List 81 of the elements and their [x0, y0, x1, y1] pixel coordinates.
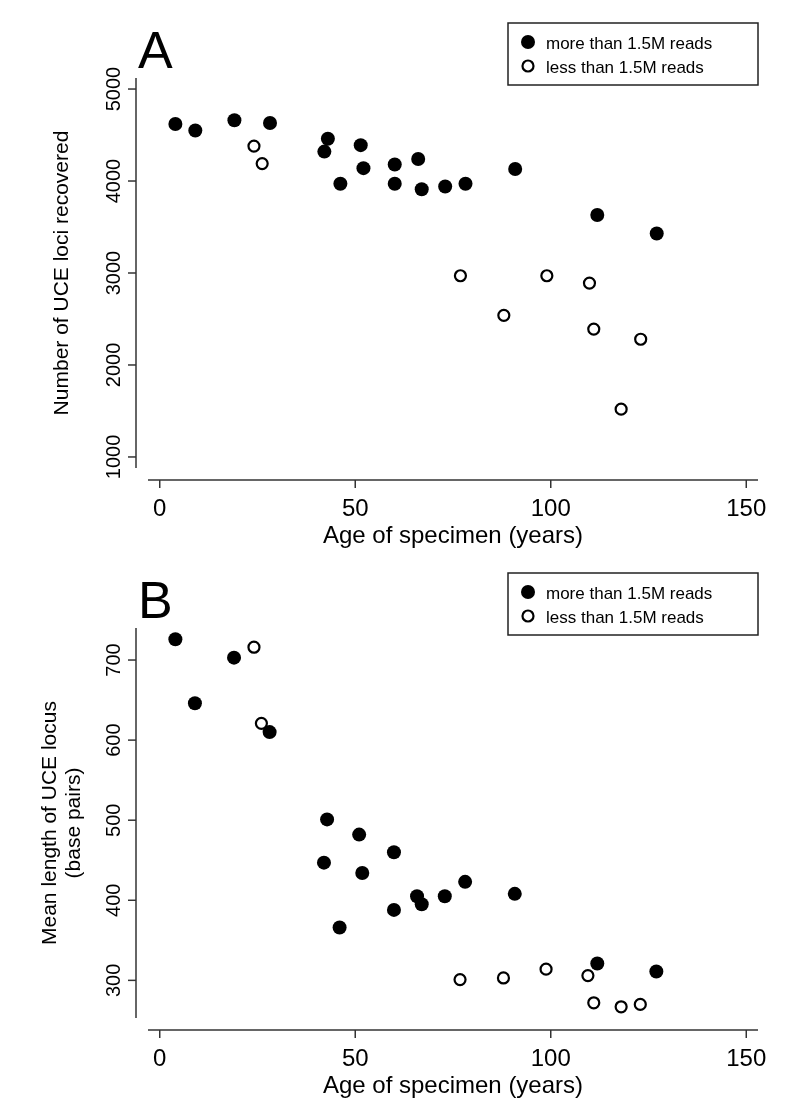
y-tick-label: 5000 — [102, 66, 124, 112]
point — [387, 157, 402, 172]
x-tick-label: 50 — [341, 1044, 369, 1071]
y-tick-label: 500 — [102, 803, 124, 837]
point — [587, 996, 601, 1010]
point — [262, 725, 277, 740]
point — [333, 176, 348, 191]
point — [649, 964, 664, 979]
point — [352, 827, 367, 842]
y-tick-label: 300 — [102, 963, 124, 998]
point — [320, 812, 335, 827]
point — [590, 208, 605, 223]
point — [356, 161, 371, 176]
y-axis-title: Number of UCE loci recovered — [49, 130, 72, 416]
y-tick-label: 4000 — [102, 158, 124, 204]
point — [247, 640, 261, 654]
y-tick-label: 700 — [102, 643, 124, 677]
x-tick-label: 150 — [726, 494, 767, 521]
point — [387, 176, 402, 191]
point — [438, 179, 453, 194]
point — [614, 1000, 628, 1014]
point — [188, 123, 203, 138]
point — [497, 308, 511, 322]
point — [386, 902, 401, 917]
point — [255, 156, 269, 171]
point — [508, 162, 523, 177]
point — [168, 116, 183, 131]
point — [411, 151, 426, 166]
x-axis-title: Age of specimen (years) — [322, 1071, 584, 1098]
point — [582, 276, 597, 290]
point — [540, 269, 554, 283]
point — [355, 866, 370, 881]
point — [614, 402, 628, 416]
legend-label: more than 1.5M reads — [546, 34, 713, 53]
legend-label: less than 1.5M reads — [546, 58, 704, 77]
point — [453, 972, 467, 987]
point — [320, 131, 335, 146]
point — [458, 874, 473, 889]
point — [317, 144, 332, 159]
point — [386, 845, 401, 860]
point — [263, 116, 277, 131]
point — [254, 716, 268, 730]
x-tick-label: 100 — [530, 494, 571, 521]
point — [168, 632, 183, 647]
x-tick-label: 0 — [153, 494, 167, 521]
point — [453, 269, 468, 283]
point — [414, 897, 429, 912]
y-tick-label: 2000 — [102, 342, 124, 388]
x-tick-label: 150 — [726, 1044, 767, 1071]
point — [539, 962, 553, 976]
point — [227, 650, 242, 665]
point — [581, 968, 595, 983]
point — [590, 956, 605, 971]
point — [634, 332, 648, 346]
x-axis-title: Age of specimen (years) — [322, 521, 584, 548]
point — [414, 182, 429, 197]
y-tick-label: 1000 — [102, 434, 124, 480]
point — [458, 176, 473, 191]
y-axis-title: Mean length of UCE locus (base pairs) — [37, 701, 84, 945]
y-tick-label: 400 — [102, 883, 124, 917]
legend-label: less than 1.5M reads — [546, 608, 704, 627]
x-tick-label: 50 — [341, 494, 369, 521]
y-tick-label: 600 — [102, 723, 124, 757]
point — [587, 322, 601, 336]
point — [187, 696, 202, 711]
legend-label: more than 1.5M reads — [546, 584, 713, 603]
point — [496, 971, 511, 985]
point — [649, 226, 664, 241]
chart-title: A — [138, 21, 173, 79]
point — [247, 139, 261, 153]
point — [437, 889, 452, 904]
point — [227, 113, 242, 128]
x-tick-label: 100 — [530, 1044, 571, 1071]
point — [332, 920, 347, 935]
x-tick-label: 0 — [153, 1044, 167, 1071]
point — [353, 138, 368, 153]
point — [633, 997, 647, 1011]
chart-title: B — [138, 571, 173, 629]
point — [316, 855, 331, 870]
point — [507, 886, 522, 901]
y-tick-label: 3000 — [102, 250, 124, 296]
